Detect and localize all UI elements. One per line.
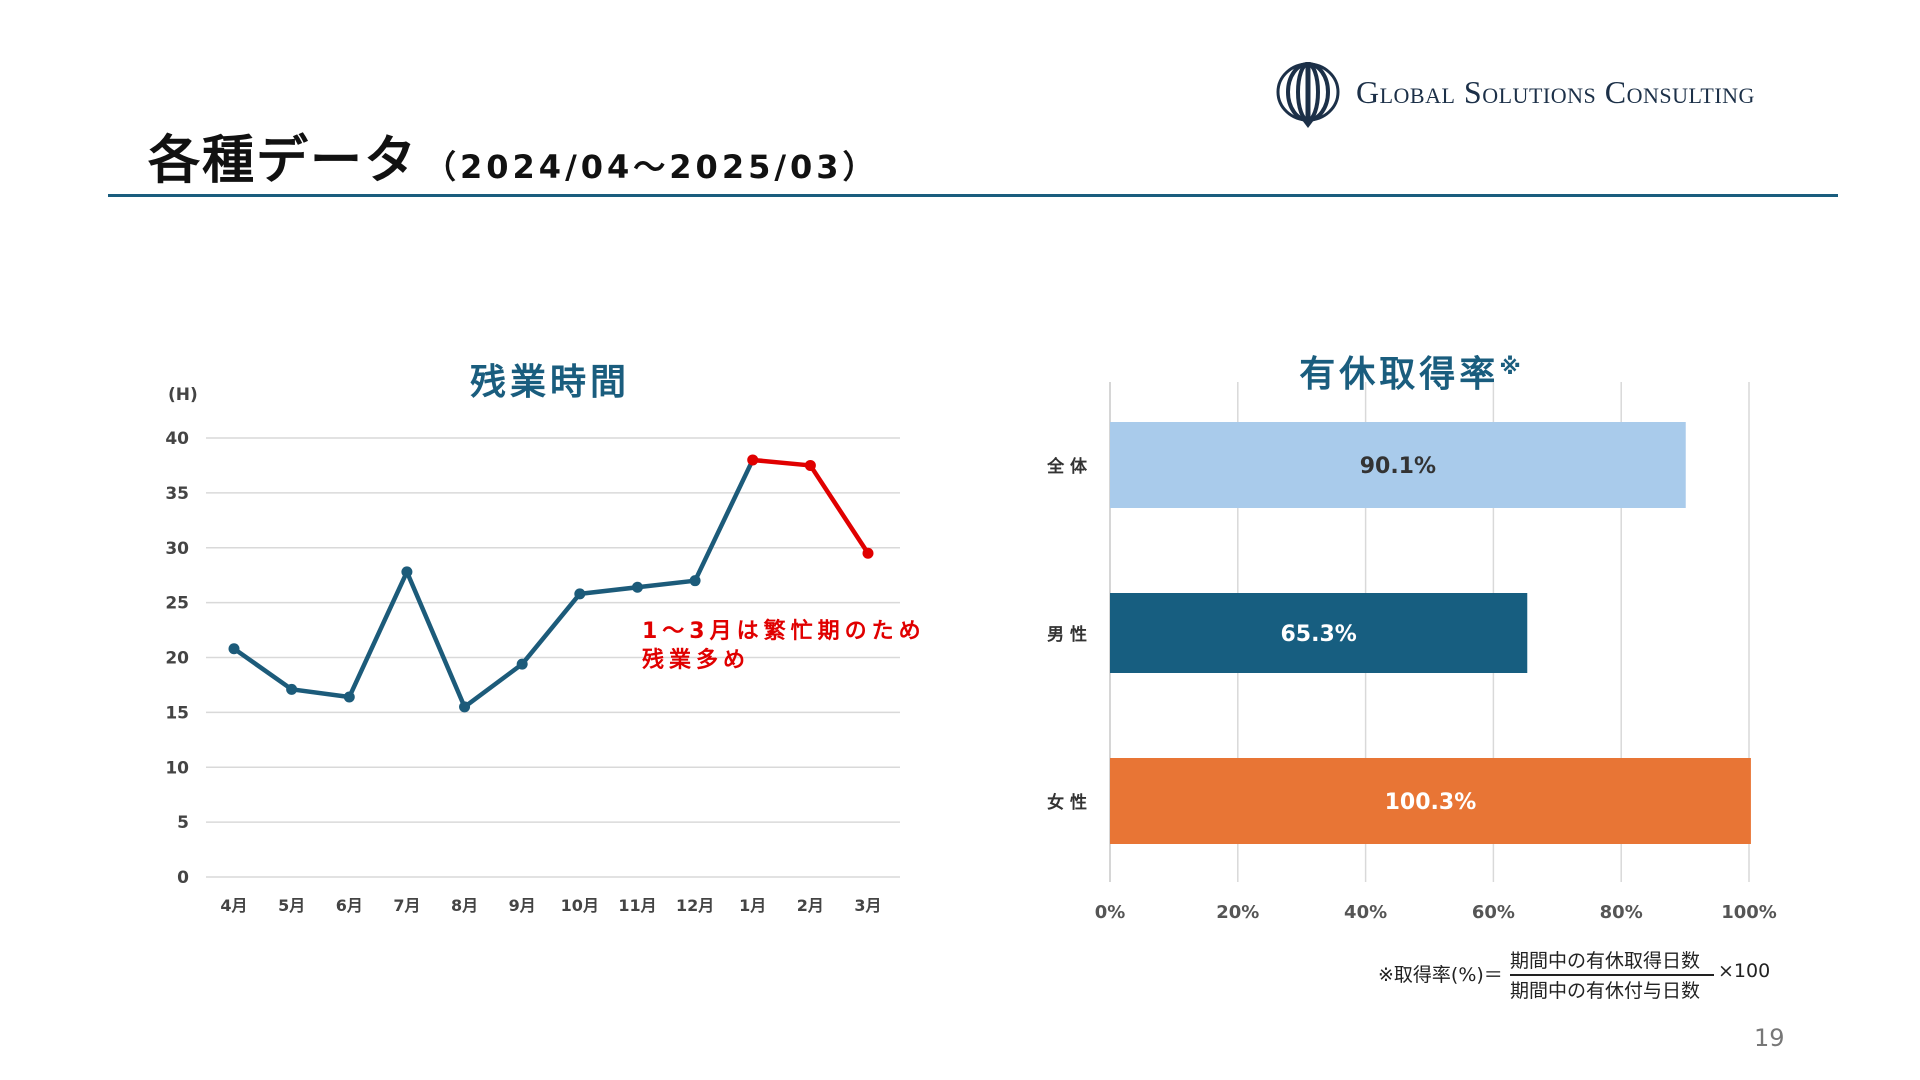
overtime-point-2 (286, 683, 298, 695)
overtime-y-tick-5: 5 (177, 813, 189, 833)
overtime-x-tick-11: 2月 (797, 896, 824, 915)
page-number: 19 (1754, 1024, 1785, 1052)
overtime-line-busy-season (752, 457, 870, 555)
overtime-x-tick-5: 8月 (451, 896, 478, 915)
overtime-line-chart: 残業時間 (H) 0 5 10 15 20 25 30 35 40 4月 5月 6月 7月 8月 9月 10… (165, 362, 926, 915)
leave-rate-title-text: 有休取得率 (1299, 354, 1499, 395)
overtime-line-normal (232, 458, 755, 710)
page-period: （2024/04～2025/03） (424, 148, 879, 186)
overtime-x-tick-labels: 4月 5月 6月 7月 8月 9月 10月 11月 12月 1月 2月 3月 (220, 896, 881, 915)
leave-rate-category-all: 全 体 (1046, 456, 1088, 477)
leave-rate-x-tick-5: 100% (1721, 902, 1777, 923)
overtime-gridlines (206, 437, 900, 878)
formula-numerator: 期間中の有休取得日数 (1510, 950, 1701, 972)
leave-rate-value-all: 90.1% (1360, 454, 1436, 479)
overtime-y-tick-35: 35 (165, 484, 189, 504)
leave-rate-x-tick-4: 80% (1600, 902, 1643, 923)
busy-season-annotation-line-1: 1～3月は繁忙期のため (642, 618, 926, 644)
busy-season-annotation-line-2: 残業多め (642, 647, 750, 673)
overtime-point-11 (804, 459, 816, 471)
formula-fraction-bar (1510, 974, 1714, 976)
overtime-point-6 (516, 658, 528, 670)
leave-rate-chart-title: 有休取得率※ (1299, 354, 1524, 395)
overtime-point-12 (862, 547, 874, 559)
leave-rate-category-male: 男 性 (1047, 624, 1087, 645)
overtime-x-tick-4: 7月 (393, 896, 420, 915)
globe-logo-icon (1276, 62, 1340, 128)
overtime-y-tick-25: 25 (165, 594, 189, 614)
overtime-x-tick-3: 6月 (336, 896, 363, 915)
leave-rate-category-female: 女 性 (1047, 792, 1087, 813)
leave-rate-value-male: 65.3% (1280, 622, 1356, 647)
overtime-y-tick-0: 0 (177, 868, 189, 888)
overtime-x-tick-1: 4月 (220, 896, 247, 915)
page-title: 各種データ (148, 131, 419, 191)
company-name: Global Solutions Consulting (1356, 74, 1755, 110)
overtime-point-1 (228, 643, 240, 655)
leave-rate-bar-female (1110, 758, 1751, 844)
leave-rate-value-female: 100.3% (1385, 790, 1477, 815)
overtime-series-points (228, 454, 874, 713)
formula-denominator: 期間中の有休付与日数 (1510, 980, 1701, 1002)
leave-rate-data-labels: 90.1% 65.3% 100.3% (1280, 454, 1476, 815)
overtime-chart-title: 残業時間 (470, 362, 630, 403)
overtime-series-lines (232, 457, 870, 710)
company-logo: Global Solutions Consulting (1268, 56, 1848, 128)
overtime-x-tick-10: 1月 (739, 896, 766, 915)
overtime-y-tick-labels: 0 5 10 15 20 25 30 35 40 (165, 429, 189, 888)
formula-multiplier: ×100 (1718, 960, 1771, 982)
leave-rate-x-tick-2: 40% (1344, 902, 1387, 923)
overtime-point-3 (343, 691, 355, 703)
leave-rate-x-tick-0: 0% (1095, 902, 1126, 923)
overtime-y-tick-20: 20 (165, 649, 189, 669)
leave-rate-bars (1110, 422, 1751, 844)
overtime-point-9 (689, 575, 701, 587)
leave-rate-category-labels: 全 体男 性女 性 (1046, 456, 1088, 813)
leave-rate-bar-male (1110, 593, 1528, 673)
overtime-point-5 (459, 701, 471, 713)
header-divider (108, 194, 1838, 197)
overtime-y-tick-40: 40 (165, 429, 189, 449)
overtime-x-tick-2: 5月 (278, 896, 305, 915)
overtime-point-7 (574, 588, 586, 600)
overtime-point-10 (747, 454, 759, 466)
overtime-point-4 (401, 566, 413, 578)
overtime-point-8 (631, 581, 643, 593)
overtime-y-tick-30: 30 (165, 539, 189, 559)
leave-rate-title-mark: ※ (1499, 355, 1524, 380)
overtime-x-tick-7: 10月 (561, 896, 599, 915)
y-axis-unit-label: (H) (168, 385, 198, 405)
leave-rate-formula-note: ※取得率(%)＝ 期間中の有休取得日数 期間中の有休付与日数 ×100 (1378, 946, 1788, 1006)
overtime-x-tick-6: 9月 (509, 896, 536, 915)
overtime-x-tick-9: 12月 (676, 896, 714, 915)
leave-rate-x-tick-labels: 0% 20% 40% 60% 80% 100% (1095, 902, 1777, 923)
overtime-y-tick-15: 15 (165, 703, 189, 723)
overtime-x-tick-8: 11月 (618, 896, 656, 915)
overtime-y-tick-10: 10 (165, 758, 189, 778)
formula-prefix: ※取得率(%)＝ (1378, 964, 1503, 986)
leave-rate-x-tick-3: 60% (1472, 902, 1515, 923)
overtime-x-tick-12: 3月 (854, 896, 881, 915)
leave-rate-bar-all (1110, 422, 1686, 508)
leave-rate-x-tick-1: 20% (1216, 902, 1259, 923)
leave-rate-bar-chart: 有休取得率※ 0% 20% 40% 60% 80% 100% 全 体男 性女 性 90.1… (1046, 354, 1777, 923)
